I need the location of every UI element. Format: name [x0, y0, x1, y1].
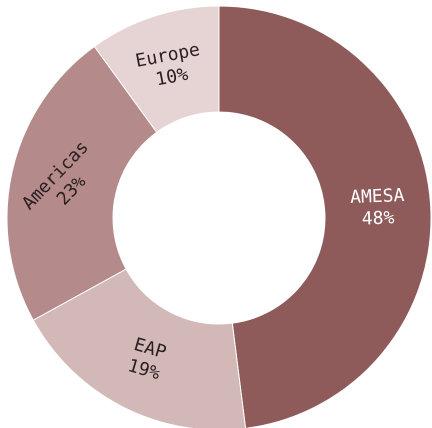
slice [93, 5, 220, 133]
slice [32, 268, 247, 428]
category-label: AMESA [350, 185, 405, 208]
slice [218, 5, 432, 428]
value-label: 48% [361, 207, 394, 229]
slice [6, 45, 158, 321]
